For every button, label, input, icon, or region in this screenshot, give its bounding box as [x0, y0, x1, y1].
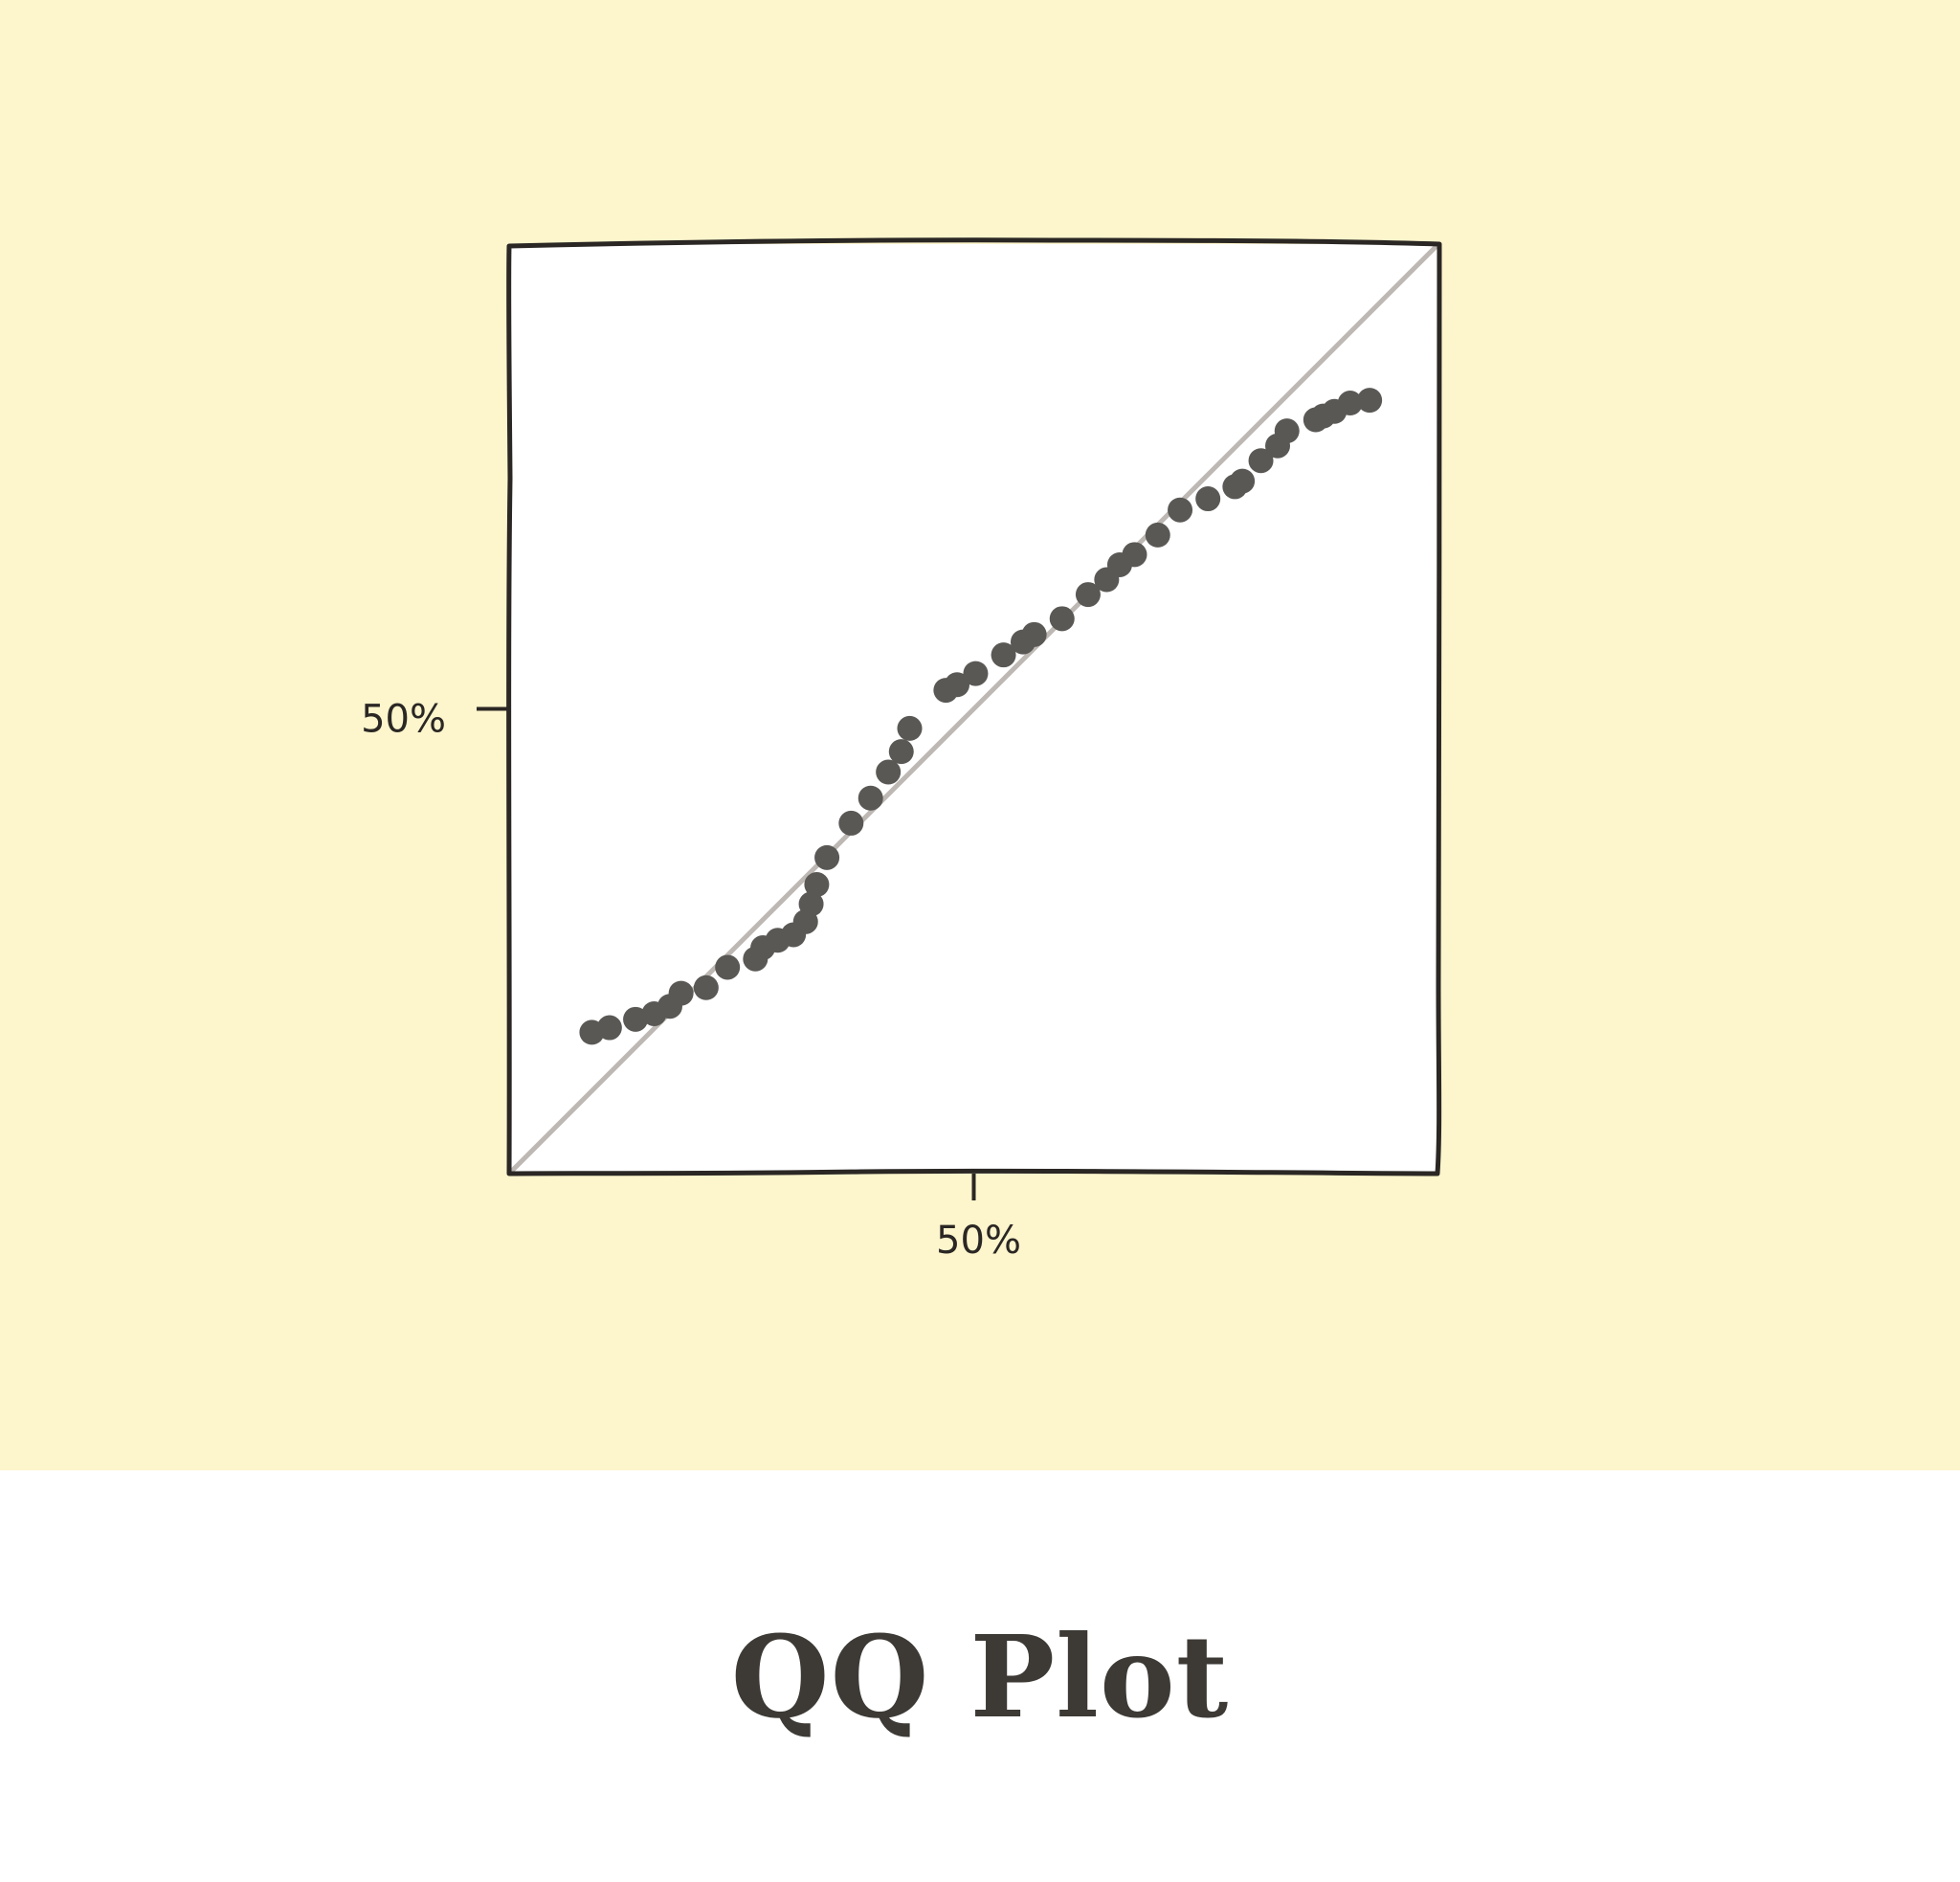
x-axis-ticks: 50% [936, 1174, 1021, 1263]
y-axis-ticks: 50% [361, 698, 509, 742]
data-point [945, 672, 970, 698]
data-point [804, 872, 830, 898]
plot-frame [506, 237, 1442, 1176]
data-point [858, 785, 883, 811]
data-point [715, 954, 741, 980]
data-point [1145, 522, 1170, 548]
data-point [1357, 388, 1383, 414]
data-points [579, 388, 1383, 1045]
data-point [963, 661, 989, 686]
data-point [876, 759, 902, 785]
qq-plot: 50% 50% [361, 237, 1442, 1263]
data-point [888, 739, 914, 765]
y-tick-label: 50% [361, 698, 446, 742]
data-point [991, 642, 1016, 668]
data-point [596, 1015, 622, 1041]
x-tick-label: 50% [936, 1219, 1021, 1263]
chart-caption-title: QQ Plot [730, 1609, 1230, 1743]
data-point [1075, 582, 1101, 608]
data-point [814, 844, 840, 870]
caption-area: QQ Plot [0, 1470, 1960, 1882]
data-point [1021, 621, 1047, 647]
data-point [897, 715, 923, 741]
data-point [1049, 606, 1075, 632]
data-point [1122, 542, 1147, 568]
data-point [668, 980, 694, 1006]
data-point [1230, 468, 1256, 494]
data-point [1337, 391, 1363, 416]
data-point [1248, 448, 1274, 474]
data-point [1168, 497, 1193, 523]
data-point [838, 810, 864, 836]
data-point [798, 891, 824, 917]
chart-panel: 50% 50% [0, 0, 1960, 1470]
data-point [1274, 418, 1300, 444]
data-point [1195, 486, 1221, 512]
data-point [693, 975, 719, 1000]
